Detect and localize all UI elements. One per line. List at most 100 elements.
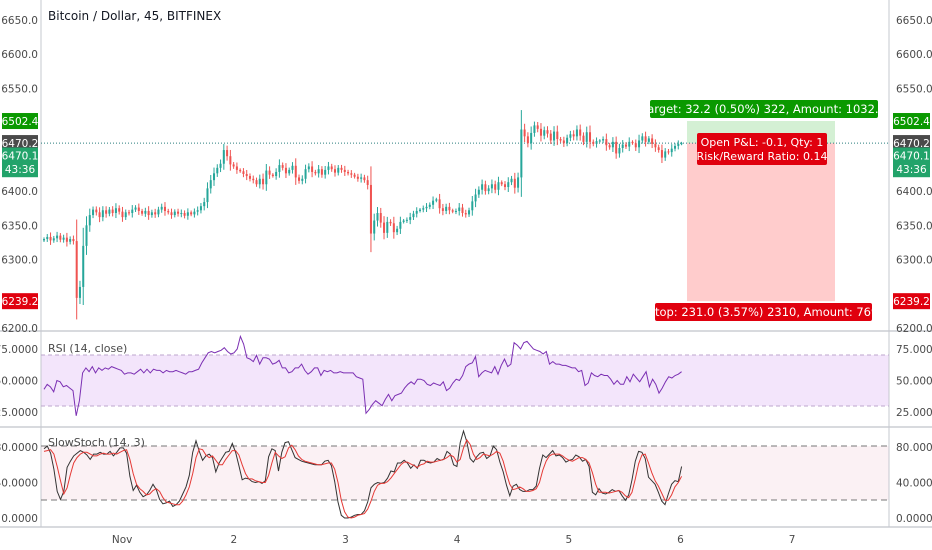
candle-body — [441, 208, 444, 211]
axis-tick-label: 6200.0 — [896, 323, 932, 335]
candle-body — [523, 129, 526, 137]
time-tick-label: 2 — [230, 534, 237, 546]
candle-body — [628, 141, 631, 147]
candle-body — [608, 145, 611, 148]
candle-body — [631, 141, 634, 144]
left-price-axis[interactable]: 6650.0 6600.0 6550.0 6400.0 6350.0 6300.0 6200… — [1, 15, 38, 335]
candle-body — [121, 211, 124, 218]
candle-body — [464, 213, 467, 215]
axis-tick-label: 6400.0 — [1, 186, 38, 198]
candle-body — [611, 141, 614, 148]
candles-group — [42, 110, 683, 320]
candle-body — [654, 143, 657, 148]
candle-body — [657, 147, 660, 151]
candle-body — [634, 143, 637, 148]
candle-body — [222, 150, 225, 164]
candle-body — [314, 171, 317, 174]
candle-body — [405, 219, 408, 221]
candle-body — [428, 204, 431, 207]
stoch-axis-left: 80.0000 40.0000 0.0000 — [0, 442, 38, 525]
candle-body — [471, 201, 474, 211]
candle-body — [615, 141, 618, 154]
candle-body — [131, 209, 134, 214]
candle-body — [438, 199, 441, 209]
candle-body — [137, 207, 140, 211]
candle-body — [392, 223, 395, 233]
candle-body — [291, 165, 294, 170]
rsi-zone — [41, 355, 889, 406]
axis-tick-label: 6400.0 — [896, 186, 932, 198]
rsi-axis-left: 75.0000 50.0000 25.0000 — [0, 344, 38, 419]
candle-body — [105, 210, 108, 214]
candle-body — [46, 236, 49, 240]
price-badge — [893, 161, 930, 178]
time-tick-label: 7 — [789, 534, 796, 546]
candle-body — [62, 237, 65, 240]
candle-body — [389, 221, 392, 224]
axis-tick-label: 0.0000 — [896, 513, 932, 525]
candle-body — [190, 212, 193, 215]
candle-body — [585, 132, 588, 142]
price-badge-text: 6502.4 — [2, 116, 39, 128]
candle-body — [311, 166, 314, 172]
candle-body — [638, 140, 641, 148]
candle-body — [510, 178, 513, 183]
candle-body — [353, 174, 356, 177]
candle-body — [664, 151, 667, 158]
candle-body — [592, 141, 595, 144]
candle-body — [347, 171, 350, 174]
candle-body — [556, 131, 559, 140]
candle-body — [85, 225, 88, 246]
candle-body — [454, 210, 457, 212]
axis-tick-label: 6200.0 — [1, 323, 38, 335]
candle-body — [262, 178, 265, 185]
candle-body — [490, 184, 493, 189]
stoch-k-line — [43, 429, 683, 519]
price-badge-text: 6470.2 — [2, 138, 39, 150]
candle-body — [373, 220, 376, 234]
candle-body — [203, 202, 206, 207]
candle-body — [118, 208, 121, 212]
candle-body — [206, 188, 209, 203]
candle-body — [69, 239, 72, 242]
candle-body — [258, 178, 261, 185]
candle-body — [59, 235, 62, 240]
candle-body — [239, 169, 242, 172]
candle-body — [602, 139, 605, 141]
candle-body — [507, 182, 510, 188]
candle-body — [226, 150, 229, 157]
candle-body — [173, 211, 176, 216]
candle-body — [134, 207, 137, 210]
loss-zone[interactable] — [687, 143, 835, 302]
candle-body — [376, 213, 379, 221]
candle-body — [144, 210, 147, 214]
candle-body — [327, 166, 330, 170]
pnl-line2: Risk/Reward Ratio: 0.14 — [697, 150, 828, 163]
candle-body — [330, 166, 333, 170]
axis-tick-label: 6650.0 — [896, 15, 932, 27]
candle-body — [366, 180, 369, 185]
candle-body — [360, 177, 363, 179]
candle-body — [284, 167, 287, 174]
candle-body — [232, 164, 235, 167]
candle-body — [543, 130, 546, 136]
candle-body — [575, 129, 578, 137]
candle-body — [170, 212, 173, 216]
price-badge — [893, 135, 930, 152]
axis-tick-label: 25.0000 — [0, 407, 38, 419]
axis-tick-label: 50.0000 — [0, 376, 38, 388]
time-axis[interactable]: Nov 2 3 4 5 6 7 — [112, 534, 796, 546]
target-label: Target: 32.2 (0.50%) 322, Amount: 1032.2 — [641, 102, 886, 116]
candle-body — [598, 140, 601, 142]
right-price-axis[interactable]: 6650.0 6600.0 6550.0 6400.0 6350.0 6300.0 6200… — [896, 15, 932, 335]
candle-body — [242, 171, 245, 174]
candle-body — [219, 163, 222, 168]
time-tick-label: 3 — [342, 534, 349, 546]
candle-body — [487, 188, 490, 192]
candle-body — [536, 125, 539, 129]
candle-body — [163, 206, 166, 211]
candle-body — [497, 182, 500, 190]
candle-body — [641, 136, 644, 141]
price-badge-text: 6239.2 — [2, 296, 39, 308]
